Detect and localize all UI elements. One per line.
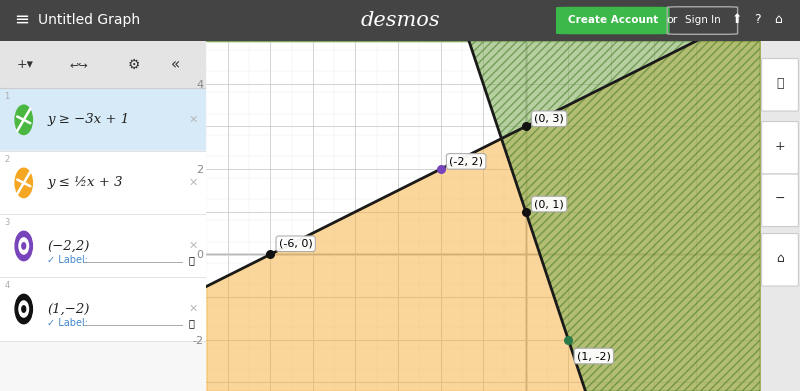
Text: (-6, 0): (-6, 0) <box>278 239 313 249</box>
Text: (0, 3): (0, 3) <box>534 114 564 124</box>
Circle shape <box>19 238 29 254</box>
Circle shape <box>15 231 33 261</box>
Text: ⌂: ⌂ <box>774 13 782 26</box>
Text: 🔧: 🔧 <box>776 77 784 90</box>
Text: Untitled Graph: Untitled Graph <box>38 13 141 27</box>
Text: 🔧: 🔧 <box>189 255 195 265</box>
Text: or: or <box>666 15 678 25</box>
Circle shape <box>22 243 26 249</box>
FancyBboxPatch shape <box>762 233 798 286</box>
Text: (1,−2): (1,−2) <box>47 303 90 316</box>
Text: desmos: desmos <box>360 11 440 30</box>
Text: ≡: ≡ <box>14 11 30 29</box>
Text: (−2,2): (−2,2) <box>47 239 90 253</box>
Circle shape <box>15 168 33 197</box>
Circle shape <box>19 301 29 317</box>
Text: y ≥ −3x + 1: y ≥ −3x + 1 <box>47 113 130 126</box>
FancyBboxPatch shape <box>762 174 798 226</box>
Text: y ≤ ½x + 3: y ≤ ½x + 3 <box>47 176 123 189</box>
FancyBboxPatch shape <box>556 7 670 34</box>
Text: ↩↪: ↩↪ <box>69 60 88 70</box>
Text: ⌂: ⌂ <box>776 251 784 265</box>
Circle shape <box>22 306 26 312</box>
FancyBboxPatch shape <box>762 59 798 111</box>
Text: 1: 1 <box>5 92 10 101</box>
FancyBboxPatch shape <box>762 122 798 174</box>
Text: (1, -2): (1, -2) <box>577 351 610 361</box>
Text: ?: ? <box>754 13 761 26</box>
Text: ✓ Label:: ✓ Label: <box>47 255 89 265</box>
Text: (-2, 2): (-2, 2) <box>449 156 483 167</box>
Text: ✕: ✕ <box>188 304 198 314</box>
Text: Sign In: Sign In <box>685 15 720 25</box>
Circle shape <box>15 105 33 135</box>
Text: +: + <box>774 140 786 152</box>
Text: +▾: +▾ <box>16 58 34 71</box>
Text: 2: 2 <box>5 155 10 164</box>
Text: 4: 4 <box>5 281 10 290</box>
Circle shape <box>15 294 33 324</box>
Text: 🔧: 🔧 <box>189 318 195 328</box>
Text: −: − <box>774 192 786 205</box>
Text: ⬆: ⬆ <box>731 13 742 26</box>
Text: ✓ Label:: ✓ Label: <box>47 318 89 328</box>
Text: 3: 3 <box>5 218 10 227</box>
Text: ✕: ✕ <box>188 241 198 251</box>
Text: Create Account: Create Account <box>568 15 658 25</box>
Text: ✕: ✕ <box>188 115 198 125</box>
Text: «: « <box>171 57 180 72</box>
Text: ⚙: ⚙ <box>128 58 141 72</box>
Text: ✕: ✕ <box>188 178 198 188</box>
Text: (0, 1): (0, 1) <box>534 199 564 209</box>
